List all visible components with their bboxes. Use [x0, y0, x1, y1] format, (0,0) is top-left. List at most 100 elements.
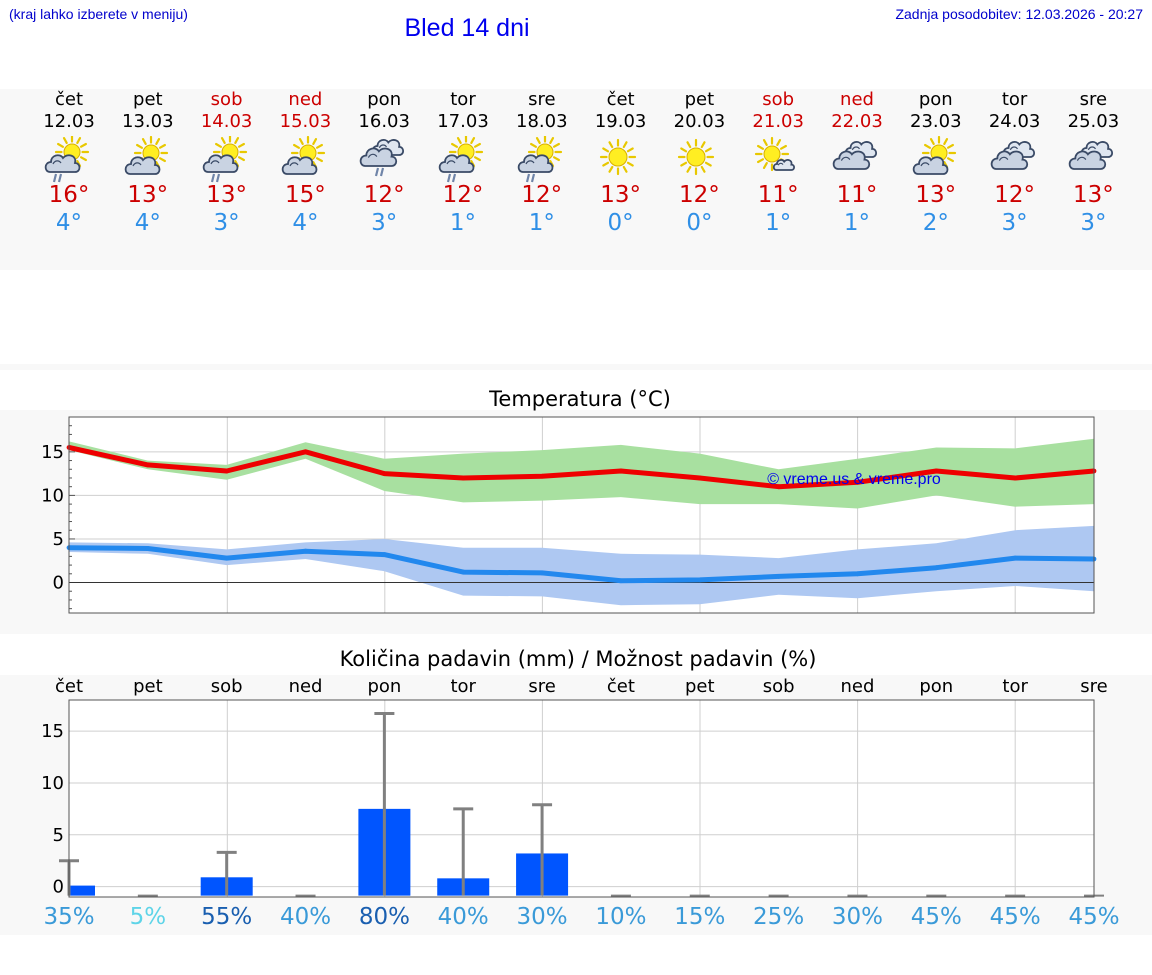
precipitation-probability: 10% [595, 904, 647, 930]
precipitation-probability: 35% [43, 904, 95, 930]
min-temperature-point [618, 578, 624, 584]
precipitation-day-label: sob [762, 676, 795, 697]
forecast-day: pon 23.03 13° 2° [897, 89, 975, 237]
day-date: 14.03 [200, 111, 253, 132]
min-temperature-range-band [69, 525, 1094, 606]
day-name: sob [210, 89, 243, 110]
forecast-day: sre 25.03 13° 3° [1054, 89, 1132, 237]
day-name: tor [450, 89, 476, 110]
precipitation-day-label: sre [1080, 676, 1108, 697]
precipitation-day-label: tor [450, 676, 476, 697]
max-temperature-point [697, 475, 703, 481]
max-temperature: 11° [836, 182, 878, 208]
min-temperature-point [539, 570, 545, 576]
forecast-strip-background [0, 89, 1152, 270]
min-temperature-point [776, 574, 782, 579]
temperature-chart-title: Temperatura (°C) [489, 387, 671, 411]
precipitation-chart-title: Količina padavin (mm) / Možnost padavin … [339, 647, 817, 671]
max-temperature-line [68, 445, 1095, 490]
min-temperature: 3° [1001, 210, 1028, 236]
day-date: 24.03 [988, 111, 1041, 132]
plot-border [68, 699, 1095, 898]
precipitation-day-label: pon [367, 676, 402, 697]
y-tick-label: 10 [41, 485, 64, 506]
day-name: pet [684, 89, 715, 110]
max-temperature-point [933, 468, 939, 474]
max-temperature: 15° [285, 182, 326, 208]
max-temperature-point [618, 468, 624, 474]
day-name: ned [840, 89, 874, 110]
max-temperature-point [1012, 475, 1018, 481]
forecast-day: tor 17.03 12° 1° [424, 89, 502, 237]
precipitation-day-label: pon [919, 676, 954, 697]
day-date: 15.03 [279, 111, 332, 132]
sun-cloud-icon [124, 136, 168, 175]
sun-icon [599, 138, 636, 176]
min-temperature: 0° [686, 210, 713, 236]
y-tick-label: 0 [53, 877, 64, 898]
location-menu-hint[interactable]: (kraj lahko izberete v meniju) [9, 6, 188, 22]
min-temperature-point [224, 555, 230, 561]
last-update: Zadnja posodobitev: 12.03.2026 - 20:27 [895, 6, 1143, 22]
max-temperature-point [539, 473, 545, 479]
precipitation-day-label: sre [528, 676, 556, 697]
day-name: pon [918, 89, 953, 110]
forecast-day: ned 15.03 15° 4° [266, 89, 344, 237]
precipitation-probability: 55% [201, 904, 253, 930]
min-temperature: 4° [134, 210, 161, 236]
day-date: 20.03 [673, 111, 726, 132]
day-name: pon [367, 89, 402, 110]
cloud-rain-icon [359, 139, 405, 177]
temperature-chart: 0 5 10 15 © vreme.us & vreme.pro [41, 416, 1097, 614]
day-date: 18.03 [516, 111, 568, 132]
day-date: 22.03 [831, 111, 883, 132]
cloud-icon [1069, 141, 1114, 170]
precipitation-day-label: pet [684, 676, 715, 697]
precipitation-bar [69, 885, 95, 896]
day-date: 19.03 [594, 111, 647, 132]
min-temperature: 4° [55, 210, 83, 236]
max-temperature-point [855, 479, 860, 485]
day-date: 12.03 [43, 111, 95, 132]
min-temperature: 3° [371, 210, 398, 236]
max-temperature: 12° [521, 182, 563, 208]
cloud-icon [832, 141, 878, 170]
sun-cloud-rain-icon [517, 136, 562, 183]
min-temperature: 1° [528, 210, 555, 236]
min-temperature-point [1012, 555, 1018, 561]
y-tick-label: 15 [41, 442, 64, 463]
precipitation-probability: 40% [437, 904, 489, 930]
precipitation-probability: 15% [674, 904, 726, 930]
min-temperature: 3° [1080, 210, 1107, 236]
min-temperature: 1° [765, 210, 792, 236]
precipitation-probability: 5% [129, 904, 167, 930]
watermark: © vreme.us & vreme.pro [767, 471, 941, 488]
max-temperature-point [776, 484, 782, 490]
max-temperature-point [145, 462, 151, 468]
max-temperature: 11° [757, 182, 799, 208]
sun-icon [678, 138, 715, 176]
forecast-day: ned 22.03 11° 1° [818, 89, 896, 237]
day-name: pet [133, 89, 163, 110]
min-temperature-point [381, 552, 387, 558]
max-temperature: 13° [1073, 182, 1114, 208]
precipitation-probability: 80% [358, 904, 410, 930]
min-temperature-line [68, 545, 1095, 584]
max-temperature: 13° [206, 182, 247, 208]
precipitation-day-label: tor [1002, 676, 1028, 697]
max-temperature: 12° [442, 182, 484, 208]
sun-cloud-icon [912, 136, 956, 175]
max-temperature: 16° [48, 182, 90, 208]
precipitation-probability: 40% [279, 904, 332, 930]
day-name: sob [762, 89, 795, 110]
precipitation-probability: 30% [831, 904, 884, 930]
day-name: čet [54, 89, 84, 110]
max-temperature-point [224, 468, 230, 474]
forecast-day: sob 21.03 11° 1° [739, 89, 817, 237]
sun-cloud-rain-icon [44, 136, 90, 183]
page-title: Bled 14 dni [404, 14, 530, 42]
precipitation-day-label: ned [840, 676, 875, 697]
forecast-day: pon 16.03 12° 3° [345, 89, 423, 237]
max-temperature-point [303, 449, 308, 455]
